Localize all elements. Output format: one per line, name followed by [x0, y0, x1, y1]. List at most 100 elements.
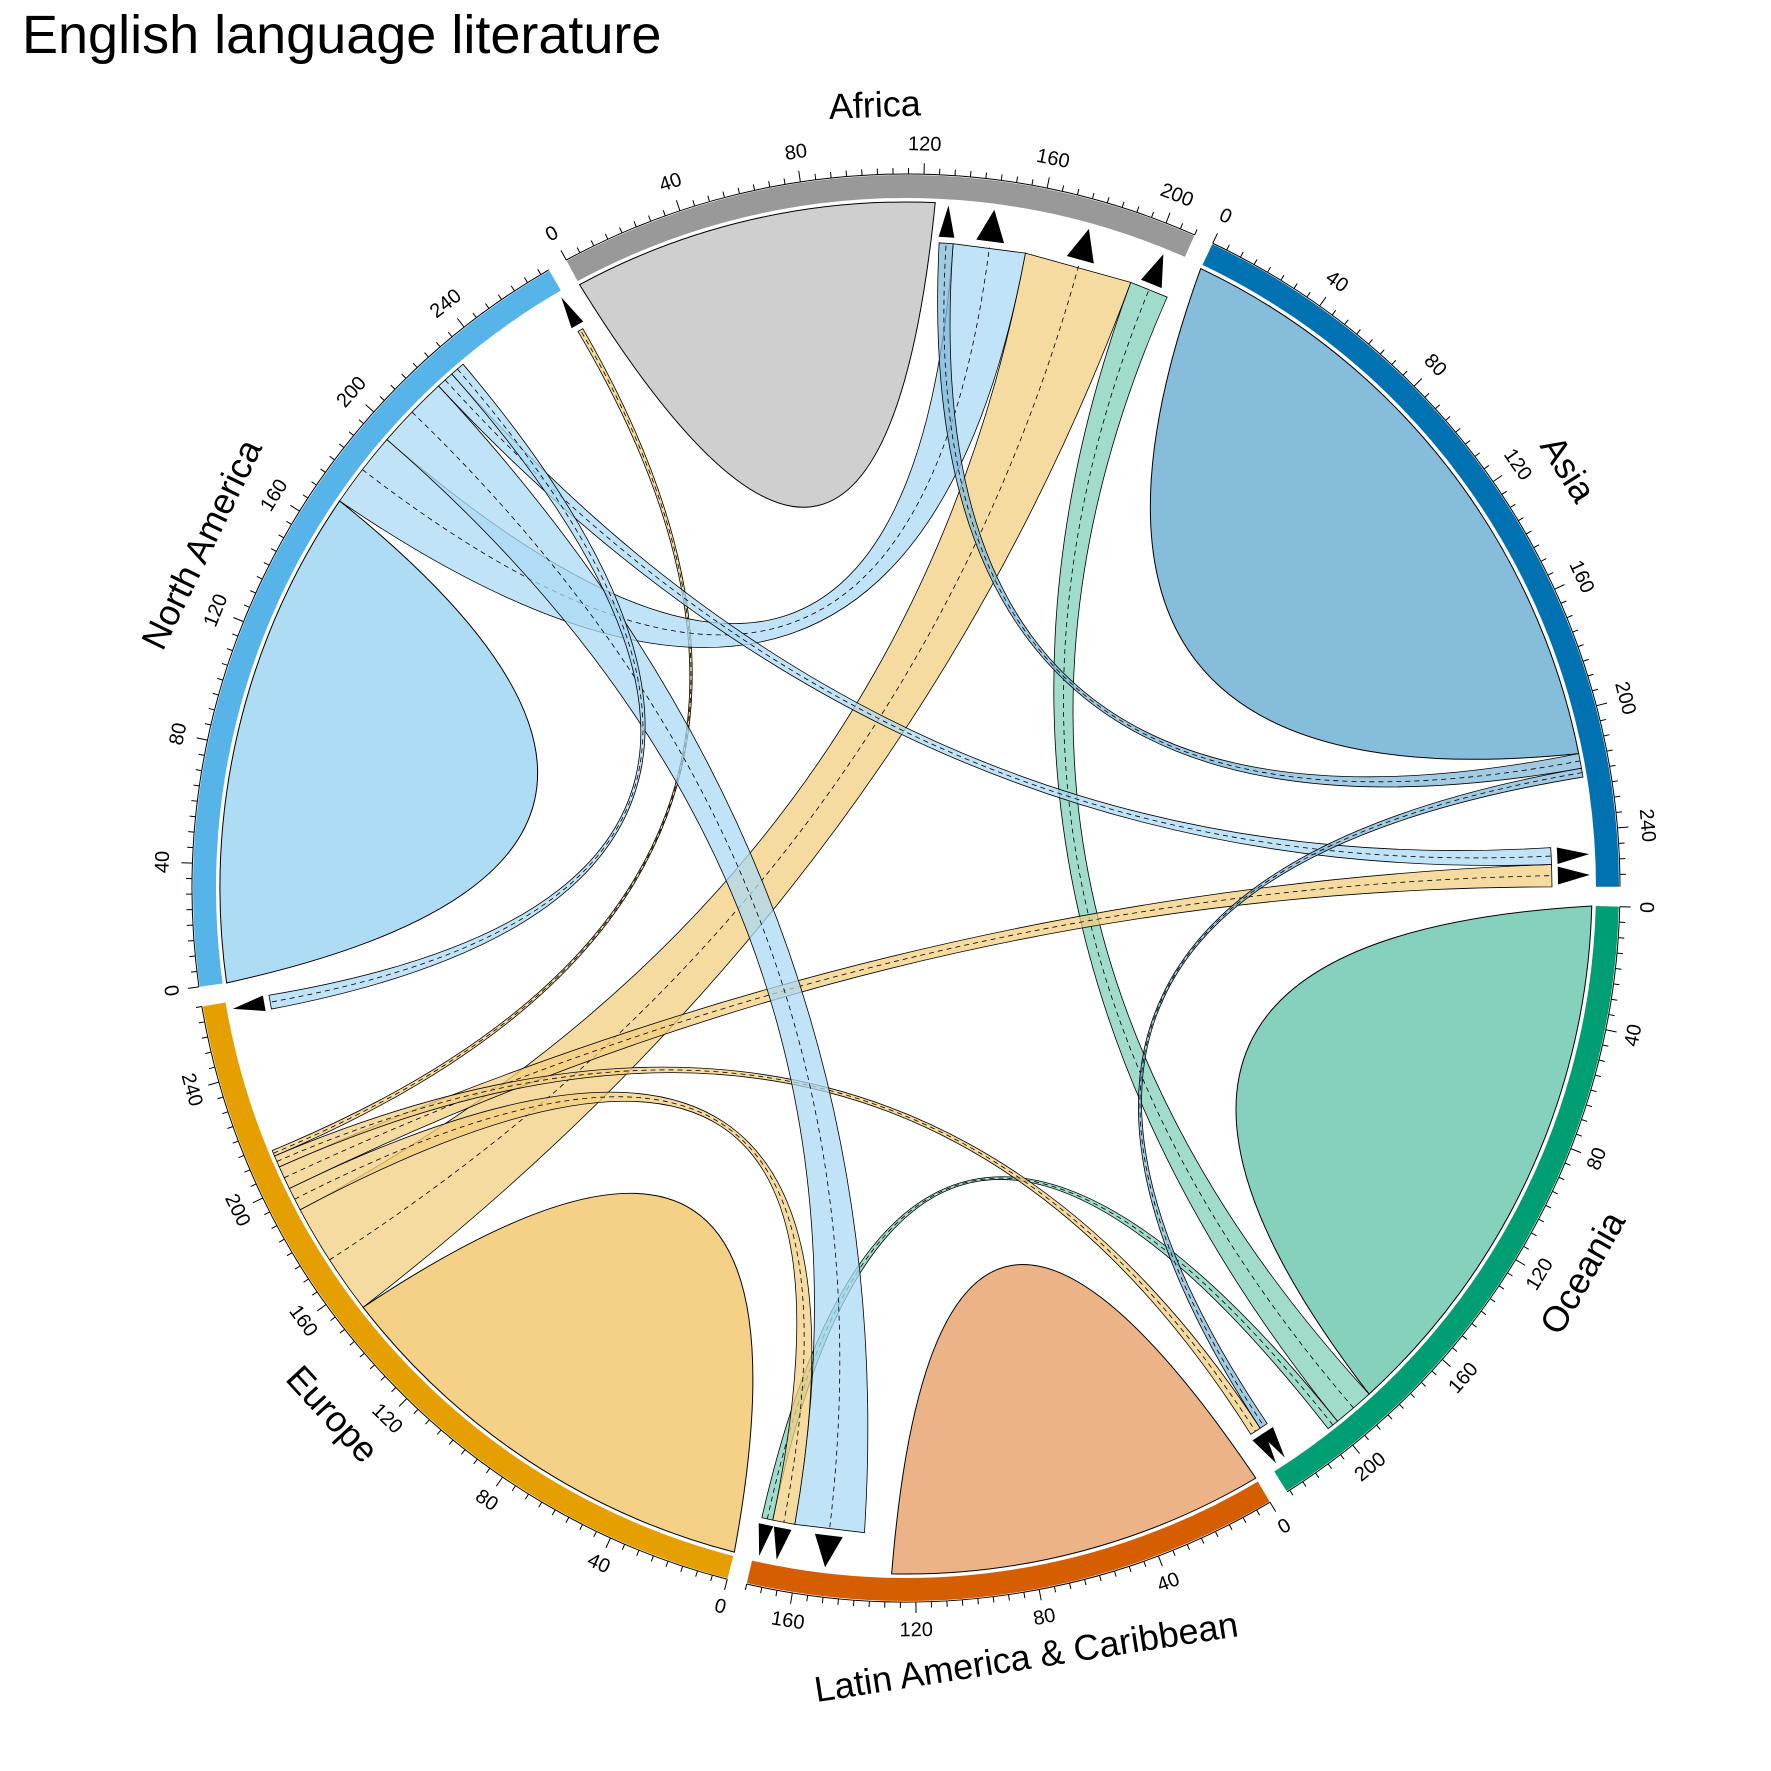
tick-europe-240: [208, 1081, 220, 1086]
tick-oceania-180: [1398, 1403, 1404, 1409]
tick-label-africa-0: 0: [542, 222, 562, 247]
tick-asia-155: [1547, 572, 1554, 576]
chord-centerline-europe-to-latin-america-and-caribbean: [294, 1096, 805, 1523]
tick-north-america-240: [456, 318, 465, 328]
tick-latin-america-and-caribbean-40: [1157, 1555, 1163, 1567]
tick-asia-45: [1331, 309, 1337, 316]
tick-north-america-55: [189, 815, 196, 818]
tick-latin-america-and-caribbean-20: [1214, 1531, 1219, 1538]
tick-north-america-220: [412, 362, 418, 368]
tick-europe-40: [605, 1537, 611, 1549]
tick-oceania-185: [1387, 1414, 1393, 1420]
tick-label-oceania-200: 200: [1350, 1448, 1390, 1486]
tick-asia-20: [1267, 266, 1272, 273]
tick-north-america-90: [208, 707, 215, 711]
tick-oceania-155: [1452, 1347, 1458, 1352]
tick-asia-200: [1596, 702, 1608, 707]
tick-north-america-120: [233, 617, 244, 623]
tick-europe-20: [665, 1560, 669, 1567]
chord-europe-to-asia: [278, 864, 1553, 1190]
tick-asia-10: [1240, 251, 1244, 258]
tick-europe-140: [359, 1352, 365, 1358]
tick-africa-65: [752, 184, 756, 191]
tick-asia-75: [1402, 370, 1408, 376]
tick-asia-115: [1483, 465, 1490, 470]
tick-oceania-25: [1613, 983, 1620, 986]
tick-europe-55: [565, 1517, 570, 1523]
chord-north-america-to-europe: [268, 363, 646, 1010]
tick-latin-america-and-caribbean-90: [1008, 1594, 1010, 1601]
tick-label-asia-240: 240: [1635, 808, 1660, 843]
tick-north-america-65: [193, 784, 200, 787]
tick-oceania-100: [1545, 1204, 1552, 1209]
tick-north-america-70: [195, 769, 202, 772]
tick-north-america-5: [190, 970, 197, 973]
tick-europe-165: [311, 1291, 318, 1296]
tick-europe-15: [680, 1566, 684, 1573]
tick-latin-america-and-caribbean-55: [1113, 1570, 1117, 1577]
tick-europe-30: [636, 1550, 640, 1556]
tick-oceania-125: [1507, 1272, 1513, 1277]
tick-label-latin-america-and-caribbean-0: 0: [1274, 1514, 1295, 1539]
tick-north-america-190: [348, 431, 355, 436]
chord-centerline-europe-to-north-america: [273, 329, 692, 1154]
chord-centerline-europe-to-oceania: [276, 1069, 1256, 1432]
tick-asia-55: [1356, 329, 1361, 335]
tick-label-oceania-0: 0: [1637, 902, 1659, 914]
axis-line-europe: [201, 1006, 728, 1580]
tick-europe-235: [217, 1096, 224, 1100]
tick-asia-5: [1226, 244, 1230, 251]
tick-africa-15: [604, 233, 609, 240]
tick-africa-30: [648, 215, 652, 222]
tick-europe-180: [286, 1252, 293, 1257]
tick-latin-america-and-caribbean-150: [821, 1597, 824, 1604]
tick-north-america-235: [447, 331, 453, 338]
tick-europe-75: [511, 1485, 516, 1492]
tick-asia-180: [1577, 644, 1584, 648]
tick-africa-135: [969, 170, 972, 177]
arrowhead-asia-to-africa: [938, 205, 955, 238]
tick-europe-105: [436, 1429, 442, 1435]
tick-africa-180: [1106, 197, 1110, 204]
tick-latin-america-and-caribbean-35: [1172, 1550, 1176, 1557]
tick-europe-130: [380, 1375, 386, 1381]
tick-europe-95: [460, 1449, 466, 1455]
tick-north-america-110: [226, 648, 233, 652]
tick-europe-135: [369, 1364, 375, 1370]
sector-bar-latin-america-and-caribbean: [746, 1481, 1270, 1602]
tick-africa-175: [1091, 192, 1095, 199]
tick-oceania-70: [1581, 1119, 1588, 1122]
tick-north-america-0: [187, 986, 199, 989]
tick-africa-145: [1000, 174, 1003, 181]
tick-africa-140: [985, 172, 988, 179]
tick-asia-140: [1525, 530, 1532, 535]
chords: [219, 201, 1593, 1575]
tick-latin-america-and-caribbean-80: [1038, 1589, 1042, 1601]
tick-asia-85: [1424, 392, 1430, 398]
tick-asia-145: [1533, 544, 1540, 549]
tick-oceania-110: [1530, 1232, 1537, 1237]
chord-north-america-self: [219, 500, 539, 984]
tick-label-europe-200: 200: [220, 1190, 254, 1230]
tick-label-africa-200: 200: [1157, 179, 1196, 212]
tick-latin-america-and-caribbean-160: [790, 1592, 793, 1604]
tick-oceania-105: [1538, 1218, 1545, 1223]
tick-latin-america-and-caribbean-145: [837, 1598, 839, 1605]
tick-africa-10: [590, 240, 595, 247]
tick-asia-195: [1592, 688, 1599, 692]
tick-oceania-35: [1608, 1014, 1615, 1017]
tick-oceania-190: [1376, 1424, 1381, 1430]
tick-asia-80: [1413, 378, 1423, 387]
tick-oceania-175: [1410, 1392, 1416, 1398]
sector-bar-africa: [566, 174, 1195, 282]
tick-oceania-15: [1616, 952, 1624, 955]
tick-europe-90: [473, 1458, 478, 1465]
tick-label-north-america-240: 240: [426, 285, 466, 323]
chord-europe-to-north-america: [271, 328, 693, 1157]
tick-europe-115: [413, 1408, 419, 1414]
tick-africa-55: [722, 191, 725, 198]
tick-africa-155: [1031, 179, 1034, 186]
tick-oceania-60: [1590, 1089, 1597, 1093]
tick-north-america-185: [338, 443, 345, 448]
tick-asia-50: [1344, 319, 1349, 325]
